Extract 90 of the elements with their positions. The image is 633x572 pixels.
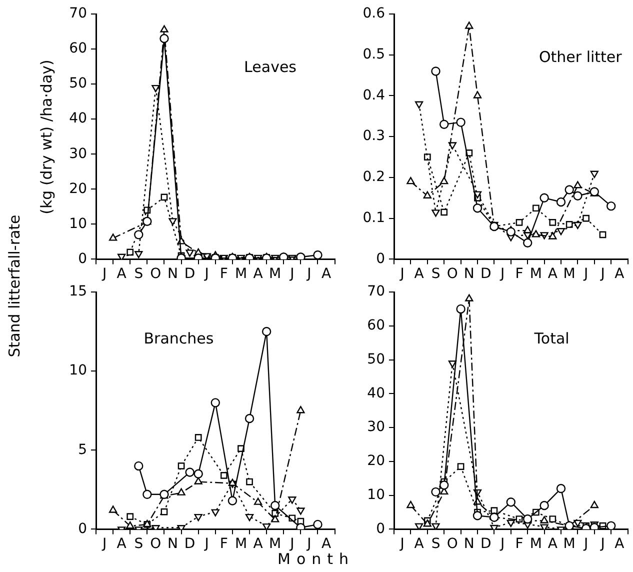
text: Leaves (244, 58, 297, 76)
y-tick-label: 70 (69, 6, 87, 22)
x-tick-label: D (480, 266, 492, 282)
x-tick-label: S (431, 266, 440, 282)
x-tick-label: J (399, 536, 404, 552)
x-tick-label: J (582, 266, 588, 282)
y-tick-label: 60 (367, 318, 385, 334)
y-tick-label: 30 (69, 146, 87, 162)
x-tick-label: J (306, 536, 312, 552)
y-tick-label: 0.1 (362, 210, 385, 226)
x-tick-label: S (431, 536, 440, 552)
x-tick-label: O (150, 536, 162, 552)
text: Other litter (538, 48, 623, 66)
x-tick-label: O (150, 266, 162, 282)
y-tick-label: 10 (367, 486, 385, 503)
x-tick-label: J (399, 266, 404, 282)
x-tick-label: J (600, 536, 605, 552)
x-tick-label: J (101, 536, 107, 552)
y-tick-label: 40 (367, 385, 385, 402)
y-tick-label: 15 (69, 284, 87, 300)
x-tick-label: F (515, 536, 524, 552)
x-tick-label: D (184, 266, 196, 282)
x-tick-label: A (253, 536, 264, 552)
x-tick-label: M (234, 266, 248, 282)
x-tick-label: A (614, 266, 625, 282)
x-tick-label: N (168, 536, 178, 552)
x-tick-label: J (499, 536, 505, 552)
x-tick-label: M (530, 266, 542, 282)
x-tick-label: N (464, 266, 474, 282)
y-tick-label: 10 (69, 362, 87, 379)
x-tick-label: A (548, 266, 558, 282)
x-tick-label: O (446, 266, 458, 282)
x-tick-label: J (289, 266, 294, 282)
x-tick-label: A (253, 266, 264, 282)
x-tick-label: M (269, 266, 282, 282)
y-axis-title: (kg (dry wt) /ha·day) (36, 59, 55, 214)
x-tick-label: A (414, 536, 424, 552)
x-tick-label: M (563, 536, 576, 552)
y-tick-label: 20 (69, 180, 87, 197)
x-tick-label: F (220, 536, 228, 552)
y-tick-label: 0 (376, 250, 385, 267)
y-axis-title: Stand litterfall-rate (4, 214, 23, 358)
x-tick-label: S (134, 266, 144, 282)
x-tick-label: J (204, 536, 209, 552)
y-tick-label: 0.2 (362, 169, 385, 186)
x-tick-label: D (480, 536, 492, 552)
y-tick-label: 50 (69, 76, 87, 92)
x-tick-label: J (582, 536, 588, 552)
y-tick-label: 0 (78, 250, 87, 267)
x-tick-label: D (184, 536, 196, 552)
x-tick-label: A (548, 536, 558, 552)
y-tick-label: 0.6 (362, 6, 386, 22)
y-tick-label: 0 (78, 520, 87, 537)
y-tick-label: 0.3 (362, 128, 385, 144)
x-tick-label: A (614, 536, 625, 552)
x-tick-label: N (464, 536, 474, 552)
x-tick-label: J (204, 266, 209, 282)
y-tick-label: 60 (69, 40, 87, 57)
x-tick-label: J (289, 536, 294, 552)
x-tick-label: A (116, 266, 127, 282)
x-axis-title: Month (278, 550, 355, 568)
x-tick-label: A (321, 536, 332, 552)
y-tick-label: 20 (367, 453, 385, 470)
x-tick-label: J (600, 266, 605, 282)
text: Total (533, 329, 570, 348)
x-tick-label: N (168, 266, 178, 282)
x-tick-label: J (306, 266, 312, 282)
x-tick-label: S (134, 536, 144, 552)
x-tick-label: M (530, 536, 542, 552)
y-tick-label: 0.5 (362, 46, 385, 63)
y-tick-label: 5 (78, 442, 87, 458)
x-tick-label: M (234, 536, 248, 552)
x-tick-label: F (515, 266, 524, 282)
y-tick-label: 0 (376, 520, 385, 537)
x-tick-label: A (321, 266, 332, 282)
x-tick-label: A (414, 266, 424, 282)
y-tick-label: 40 (69, 110, 87, 127)
y-tick-label: 10 (69, 216, 87, 232)
y-tick-label: 0.4 (362, 87, 386, 104)
x-tick-label: J (101, 266, 107, 282)
y-tick-label: 50 (367, 351, 385, 368)
y-tick-label: 70 (367, 284, 385, 300)
text: Branches (144, 329, 214, 348)
x-tick-label: M (563, 266, 576, 282)
x-tick-label: A (116, 536, 127, 552)
x-tick-label: M (269, 536, 282, 552)
x-tick-label: O (446, 536, 458, 552)
x-tick-label: F (220, 266, 228, 282)
y-tick-label: 30 (367, 419, 385, 436)
x-tick-label: J (499, 266, 505, 282)
